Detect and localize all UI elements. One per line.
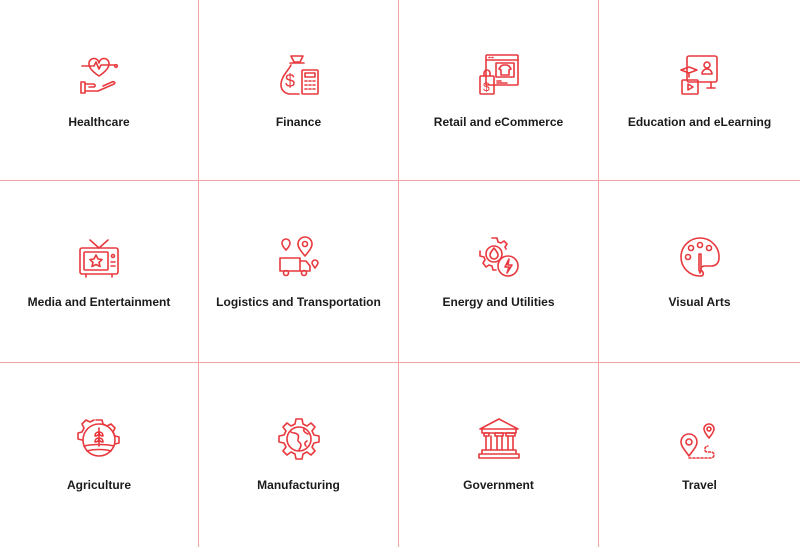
elearning-monitor-icon [677,52,723,98]
industry-card-visual-arts[interactable]: Visual Arts [599,181,800,363]
industry-card-media[interactable]: Media and Entertainment [0,181,199,363]
svg-text:$: $ [285,71,295,91]
delivery-truck-location-icon [276,234,322,280]
heart-hand-icon [76,52,122,98]
industry-label: Travel [682,478,717,492]
industry-card-manufacturing[interactable]: Manufacturing [199,363,399,547]
industry-label: Healthcare [68,115,130,129]
industry-card-logistics[interactable]: Logistics and Transportation [199,181,399,363]
industry-card-energy[interactable]: Energy and Utilities [399,181,599,363]
route-pins-icon [677,416,723,462]
industry-card-government[interactable]: Government [399,363,599,547]
tv-star-icon [76,234,122,280]
paint-palette-icon [677,234,723,280]
industry-label: Media and Entertainment [27,295,171,309]
industry-card-retail[interactable]: $ Retail and eCommerce [399,0,599,181]
industry-label: Government [463,478,534,492]
industry-card-travel[interactable]: Travel [599,363,800,547]
gear-water-energy-icon [476,234,522,280]
industry-card-finance[interactable]: $ Finance [199,0,399,181]
gear-plant-field-icon [76,416,122,462]
industry-label: Retail and eCommerce [433,115,564,129]
government-building-icon [476,416,522,462]
svg-text:$: $ [483,80,490,94]
industry-label: Agriculture [66,478,131,492]
industry-label: Visual Arts [668,295,731,309]
industry-label: Education and eLearning [627,115,772,129]
industry-label: Energy and Utilities [442,295,555,309]
industry-card-education[interactable]: Education and eLearning [599,0,800,181]
gear-globe-icon [276,416,322,462]
money-bag-calculator-icon: $ [276,52,322,98]
industry-card-agriculture[interactable]: Agriculture [0,363,199,547]
online-store-icon: $ [476,52,522,98]
industry-label: Logistics and Transportation [216,295,381,309]
industry-label: Manufacturing [257,478,340,492]
industry-label: Finance [275,115,322,129]
industry-card-healthcare[interactable]: Healthcare [0,0,199,181]
